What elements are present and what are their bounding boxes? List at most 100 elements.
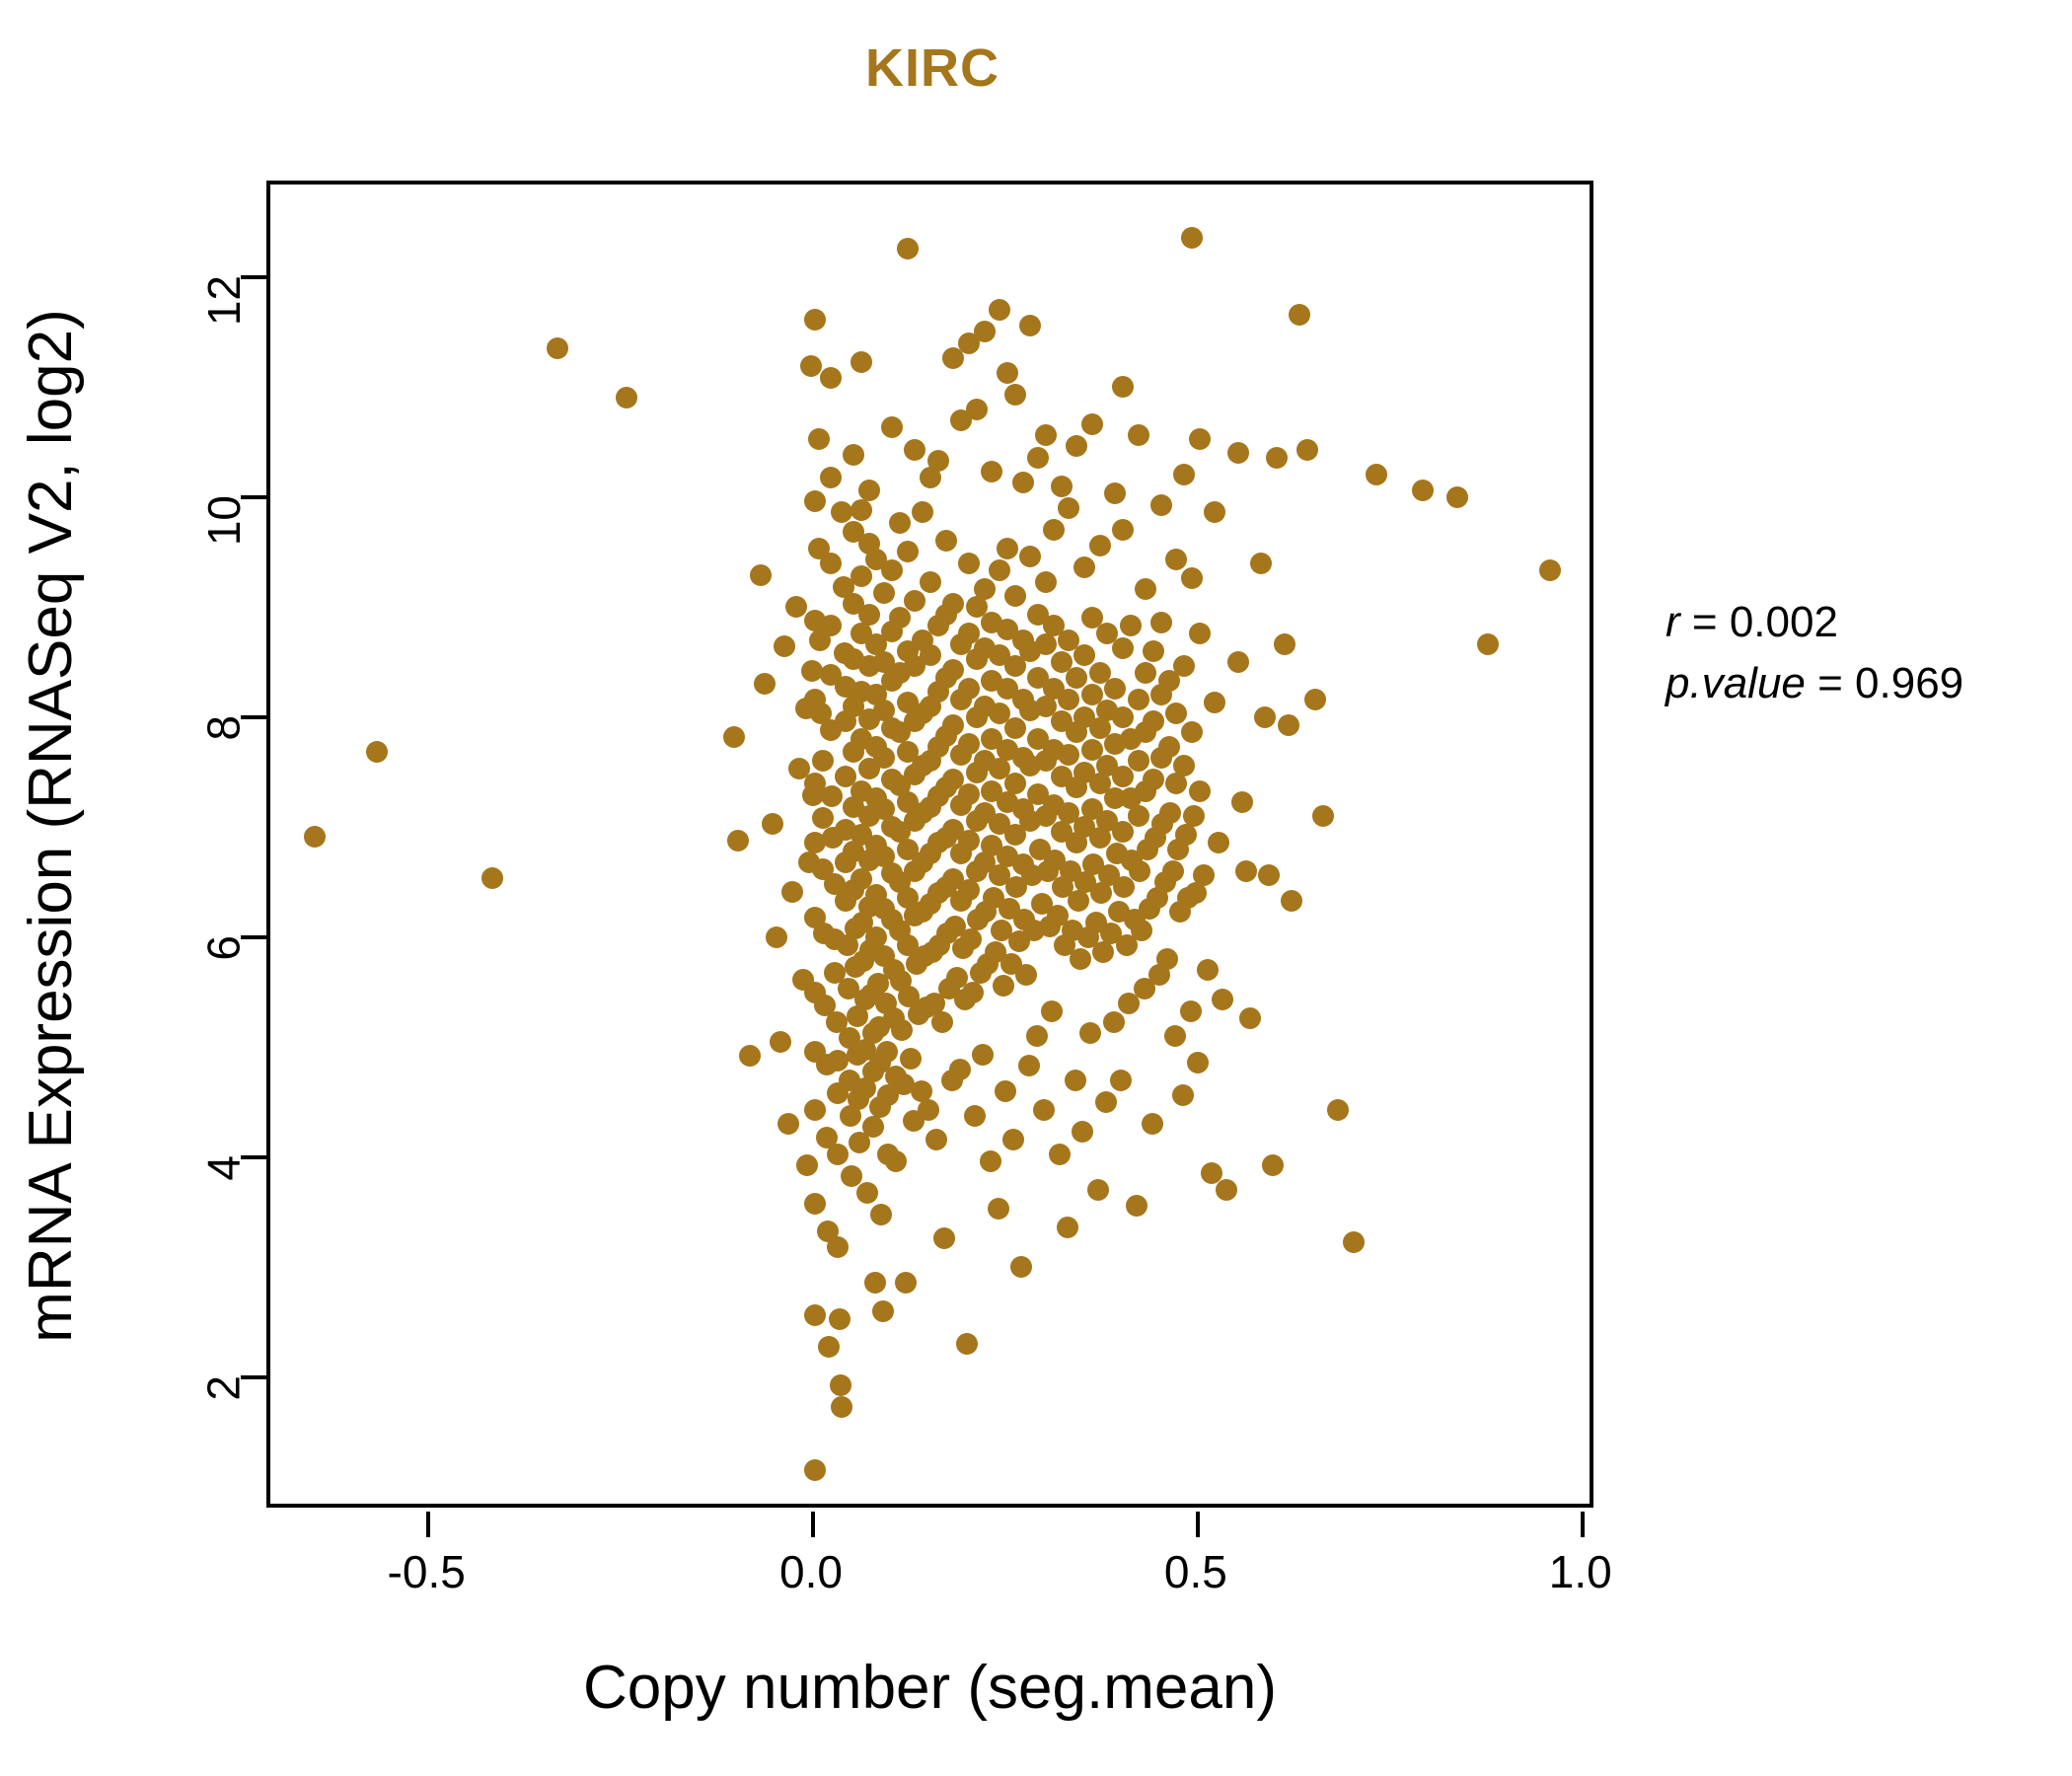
data-point (1173, 655, 1196, 678)
y-axis-tick (241, 1375, 266, 1380)
data-point (942, 769, 965, 791)
data-point (1088, 772, 1111, 794)
data-point (989, 703, 1011, 725)
stat-p-value: p.value = 0.969 (1665, 653, 1963, 714)
data-point (1230, 790, 1253, 813)
data-point (1281, 890, 1303, 913)
data-point (815, 1126, 838, 1148)
data-point (948, 1058, 971, 1080)
data-point (1161, 859, 1184, 882)
data-point (780, 881, 803, 904)
data-point (819, 552, 842, 574)
data-point (856, 1181, 879, 1204)
data-point (1092, 941, 1115, 964)
data-point (1046, 904, 1069, 926)
data-point (919, 644, 941, 667)
data-point (866, 972, 889, 995)
data-point (841, 1164, 863, 1187)
y-axis-tick (241, 935, 266, 940)
data-point (1204, 501, 1226, 524)
data-point (1017, 1055, 1040, 1077)
data-point (1058, 801, 1080, 824)
data-point (973, 578, 996, 601)
data-point (910, 1079, 932, 1102)
data-point (1070, 948, 1092, 971)
data-point (1135, 578, 1157, 601)
data-point (1079, 1021, 1102, 1044)
stat-r: r = 0.002 (1665, 592, 1963, 653)
data-point (1003, 655, 1026, 678)
data-point (1131, 920, 1153, 942)
data-point (784, 596, 807, 619)
data-point (807, 427, 830, 450)
data-point (989, 758, 1011, 780)
data-point (1050, 651, 1073, 674)
data-point (1027, 446, 1050, 469)
data-point (957, 332, 980, 354)
data-point (1182, 805, 1205, 828)
data-point (964, 1104, 987, 1127)
data-point (804, 1458, 827, 1481)
data-point (892, 1073, 915, 1096)
data-point (942, 592, 965, 615)
data-point (1165, 549, 1188, 571)
data-point (1104, 677, 1127, 700)
data-point (1080, 739, 1103, 762)
data-point (1143, 769, 1165, 791)
data-point (1003, 585, 1026, 608)
data-point (957, 552, 980, 574)
data-point (1342, 1230, 1365, 1253)
data-point (1327, 1098, 1350, 1121)
data-point (870, 1203, 893, 1225)
data-point (979, 1150, 1001, 1173)
data-point (1188, 427, 1211, 450)
data-point (923, 992, 945, 1014)
data-point (804, 831, 827, 853)
data-point (1149, 493, 1172, 516)
y-axis-tick-labels: 2 4 6 8 10 12 (198, 181, 267, 1508)
data-point (1127, 688, 1149, 710)
stat-label: p.value (1665, 659, 1806, 707)
data-point (1066, 435, 1088, 458)
data-point (804, 1304, 827, 1327)
data-point (888, 512, 911, 535)
data-point (723, 725, 746, 748)
data-point (957, 677, 980, 700)
data-point (873, 798, 896, 821)
data-point (891, 1018, 914, 1041)
data-point (1163, 1025, 1186, 1048)
data-point (769, 1030, 791, 1053)
data-point (804, 772, 827, 794)
data-point (912, 501, 934, 524)
data-point (1072, 1121, 1094, 1144)
data-point (972, 1044, 994, 1067)
data-point (1111, 820, 1134, 843)
data-point (818, 1335, 841, 1358)
data-point (816, 1220, 839, 1242)
data-point (829, 1373, 851, 1396)
data-point (1157, 735, 1180, 758)
stat-value: 0.969 (1855, 659, 1964, 707)
data-point (1003, 824, 1026, 847)
x-axis-title: Copy number (seg.mean) (583, 1654, 1277, 1722)
stats-annotation: r = 0.002 p.value = 0.969 (1665, 592, 1963, 714)
data-point (1149, 611, 1172, 633)
data-point (1066, 666, 1088, 689)
data-point (1094, 1091, 1117, 1114)
data-point (804, 1192, 827, 1215)
data-point (843, 444, 865, 467)
data-point (996, 538, 1018, 560)
data-point (796, 1153, 819, 1176)
data-point (862, 1115, 885, 1138)
data-point (1129, 859, 1151, 882)
data-point (616, 387, 637, 409)
data-point (1179, 999, 1202, 1022)
data-point (800, 355, 823, 378)
data-point (831, 501, 853, 524)
data-point (1173, 754, 1196, 777)
data-point (810, 703, 833, 725)
data-point (1226, 442, 1249, 465)
y-axis-tick-label: 2 (198, 1375, 250, 1401)
data-point (1143, 639, 1165, 662)
data-point (930, 1010, 953, 1033)
